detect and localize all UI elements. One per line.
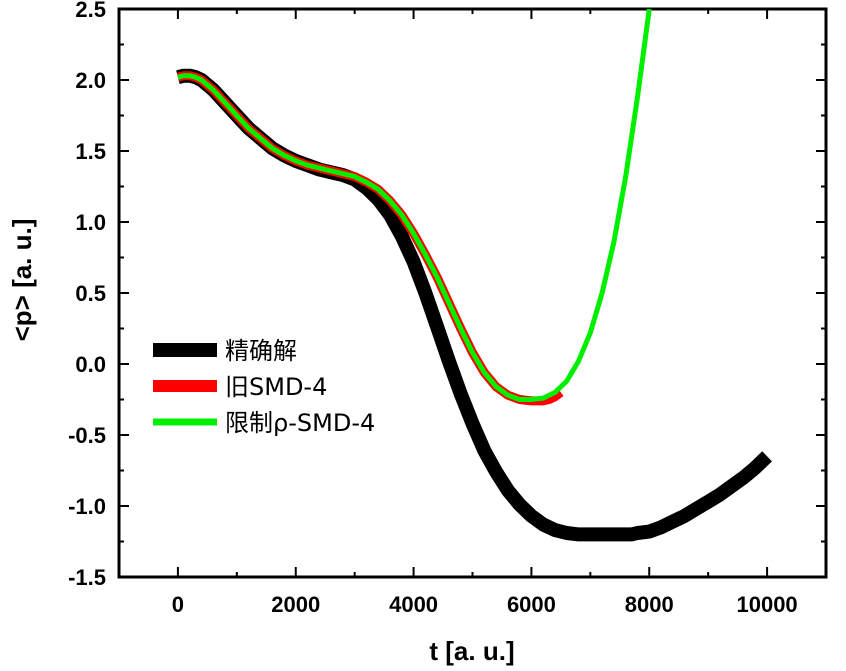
x-tick-label: 6000 [507,592,556,617]
y-tick-label: 2.0 [75,68,106,93]
legend-swatch-exact [153,343,217,357]
x-tick-label: 10000 [736,592,797,617]
x-axis-title: t [a. u.] [429,636,514,666]
y-tick-label: 0.0 [75,352,106,377]
legend-swatch-limited-rho-smd4 [153,418,217,426]
x-tick-label: 2000 [271,592,320,617]
x-tick-label: 8000 [625,592,674,617]
y-tick-label: -1.0 [68,494,106,519]
y-ticks: -1.5 -1.0 -0.5 0.0 0.5 1.0 1.5 2.0 2.5 [68,0,826,590]
y-tick-label: -1.5 [68,565,106,590]
x-tick-label: 4000 [389,592,438,617]
limited-rho-smd4-line [177,9,652,402]
x-ticks: 0 2000 4000 6000 8000 10000 [118,9,827,617]
y-tick-label: -0.5 [68,423,106,448]
y-tick-label: 2.5 [75,0,106,22]
y-tick-label: 0.5 [75,281,106,306]
y-tick-label: 1.0 [75,210,106,235]
legend-label: 精确解 [225,337,297,365]
series-layer [176,9,772,542]
x-tick-label: 0 [172,592,184,617]
y-tick-label: 1.5 [75,139,106,164]
legend-label: 旧SMD-4 [225,373,327,401]
y-axis-title: <p> [a. u.] [7,219,37,342]
legend-swatch-old-smd4 [153,380,217,392]
legend-label: 限制ρ-SMD-4 [225,409,375,437]
